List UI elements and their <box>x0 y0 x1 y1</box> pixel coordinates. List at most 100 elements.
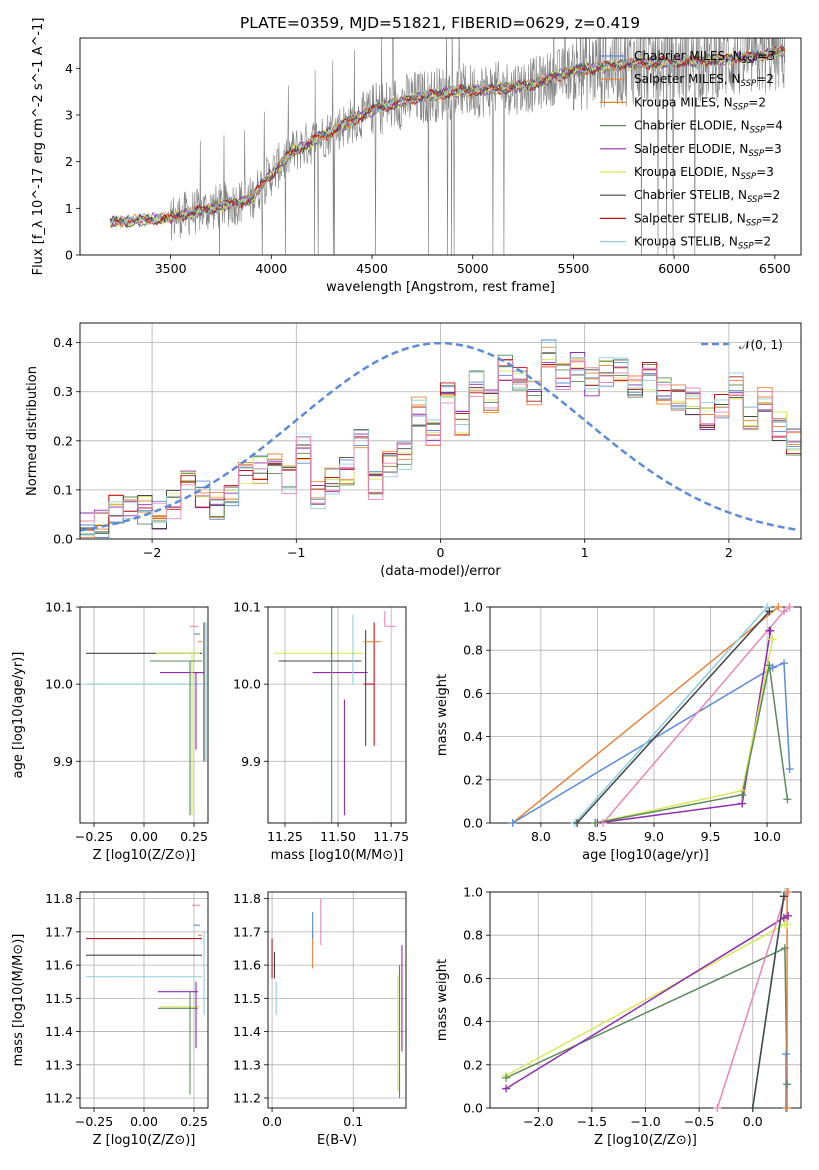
legend-label-chabrier_elodie: Chabrier ELODIE, NSSP=4 <box>634 119 783 136</box>
point-marker-chabrier_miles <box>508 819 517 827</box>
y-tick-label: 9.9 <box>241 754 261 769</box>
point-marker-chabrier_stelib <box>779 892 788 901</box>
cumulative-line-chabrier_stelib <box>576 610 770 823</box>
cumulative-line-chabrier_stelib <box>751 896 785 1108</box>
y-tick-label: 10.0 <box>233 677 261 692</box>
histogram-step-pink <box>80 359 801 522</box>
point-marker-salpeter_elodie <box>502 1084 511 1093</box>
axes-frame <box>489 606 802 824</box>
y-tick-label: 0.2 <box>463 1057 483 1072</box>
y-tick-label: 0.4 <box>463 729 483 744</box>
cumulative_weight_vs_Z-panel: −2.0 −1.5 −1.0 −0.5 0.0 0.0 0.2 0.4 0.6 0.8 1.0 Z [… <box>435 885 802 1148</box>
cumulative-line-chabrier_miles <box>512 662 791 823</box>
point-marker-salpeter_miles <box>783 1104 792 1112</box>
x-axis-label: age [log10(age/yr)] <box>582 848 709 863</box>
point-marker-chabrier_elodie <box>591 819 600 827</box>
x-tick-label: 0.00 <box>130 1114 158 1129</box>
y-tick-label: 0.0 <box>463 816 483 831</box>
residual_histogram-panel: −2 −1 0 1 2 0.0 0.1 0.2 0.3 0.4 (data-model)/error… <box>25 322 802 579</box>
x-tick-label: −1 <box>287 545 305 560</box>
point-marker-salpeter_elodie <box>738 799 747 808</box>
x-tick-label: 8.0 <box>531 829 551 844</box>
y-tick-label: 9.9 <box>53 754 73 769</box>
point-marker-chabrier_elodie <box>780 944 789 953</box>
y-tick-label: 0.2 <box>53 433 73 448</box>
axes-frame <box>267 606 407 824</box>
y-tick-label: 11.6 <box>45 958 73 973</box>
y-tick-label: 0.2 <box>463 772 483 787</box>
y-tick-label: 1 <box>65 201 73 216</box>
observed-spectrum <box>109 38 786 255</box>
x-tick-label: 5500 <box>558 261 590 276</box>
y-tick-label: 11.8 <box>233 891 261 906</box>
x-tick-label: −2.0 <box>523 1114 553 1129</box>
y-axis-label: Normed distribution <box>25 366 40 496</box>
y-tick-label: 2 <box>65 154 73 169</box>
x-tick-label: 4000 <box>255 261 287 276</box>
age_vs_mass-panel: 11.25 11.50 11.75 9.9 10.0 10.1 mass [log10(M/… <box>233 600 409 864</box>
y-tick-label: 0.1 <box>53 482 73 497</box>
y-tick-label: 0.4 <box>53 335 73 350</box>
y-tick-label: 4 <box>65 61 73 76</box>
y-tick-label: 0.0 <box>463 1101 483 1116</box>
legend-label-normal: 𝒩(0, 1) <box>739 338 783 352</box>
legend-label-salpeter_stelib: Salpeter STELIB, NSSP=2 <box>634 211 779 228</box>
y-tick-label: 0.4 <box>463 1014 483 1029</box>
cumulative_weight_vs_age-panel: 8.0 8.5 9.0 9.5 10.0 0.0 0.2 0.4 0.6 0.8 1.0 age [l… <box>435 600 802 863</box>
x-tick-label: 0 <box>437 545 445 560</box>
y-tick-label: 11.5 <box>45 991 73 1006</box>
y-tick-label: 0.8 <box>463 643 483 658</box>
x-axis-label: E(B-V) <box>317 1133 357 1148</box>
x-tick-label: −1.0 <box>630 1114 660 1129</box>
point-marker-chabrier_elodie <box>738 790 747 799</box>
x-tick-label: 3500 <box>155 261 187 276</box>
y-tick-label: 0 <box>65 248 73 263</box>
point-marker-chabrier_miles <box>781 1050 790 1058</box>
x-axis-label: wavelength [Angstrom, rest frame] <box>326 280 555 295</box>
x-axis-label: Z [log10(Z/Z⊙)] <box>93 1133 196 1148</box>
legend-label-salpeter_miles: Salpeter MILES, NSSP=2 <box>634 72 774 89</box>
cumulative-line-kroupa_stelib <box>574 607 768 823</box>
x-axis-label: Z [log10(Z/Z⊙)] <box>594 1133 697 1148</box>
y-axis-label: Flux [f_λ 10^-17 erg cm^-2 s^-1 A^-1] <box>31 18 46 276</box>
y-tick-label: 11.3 <box>233 1057 261 1072</box>
y-axis-label: mass weight <box>435 674 450 756</box>
point-marker-chabrier_elodie <box>765 661 774 670</box>
x-tick-label: 4500 <box>356 261 388 276</box>
mass_vs_ebv-panel: 0.0 0.1 11.2 11.3 11.4 11.5 11.6 11.7 11.8 E(B-V) <box>233 891 407 1148</box>
y-tick-label: 0.0 <box>53 532 73 547</box>
x-tick-label: −0.5 <box>684 1114 714 1129</box>
x-tick-label: 9.0 <box>644 829 664 844</box>
point-marker-salpeter_elodie <box>779 913 788 922</box>
point-marker-pink <box>785 603 794 611</box>
point-marker-kroupa_elodie <box>767 635 776 644</box>
y-axis-label: mass [log10(M/M⊙)] <box>11 934 26 1067</box>
y-tick-label: 11.8 <box>45 891 73 906</box>
x-tick-label: 0.25 <box>180 829 208 844</box>
y-tick-label: 11.7 <box>45 924 73 939</box>
y-tick-label: 0.6 <box>463 971 483 986</box>
point-marker-salpeter_miles <box>774 603 783 611</box>
point-marker-chabrier_elodie <box>783 1080 792 1089</box>
y-tick-label: 11.2 <box>233 1091 261 1106</box>
x-axis-label: mass [log10(M/M⊙)] <box>271 848 404 863</box>
axes-frame <box>267 891 407 1109</box>
axes-frame <box>79 37 802 256</box>
mass_vs_ebv-marks <box>271 898 403 1099</box>
mass_vs_Z-marks <box>86 904 205 1095</box>
y-tick-label: 11.3 <box>45 1057 73 1072</box>
age_vs_Z-marks <box>86 622 207 816</box>
y-tick-label: 10.1 <box>233 600 261 615</box>
y-axis-label: age [log10(age/yr)] <box>11 652 26 779</box>
y-tick-label: 11.4 <box>233 1024 261 1039</box>
y-tick-label: 0.8 <box>463 928 483 943</box>
y-tick-label: 1.0 <box>463 885 483 900</box>
x-tick-label: 6500 <box>759 261 791 276</box>
y-tick-label: 10.0 <box>45 677 73 692</box>
cumulative-line-chabrier_elodie <box>595 665 789 823</box>
x-tick-label: 11.75 <box>373 829 409 844</box>
age_vs_Z-panel: −0.25 0.00 0.25 9.9 10.0 10.1 Z [log10(Z/Z⊙)] a… <box>11 600 209 863</box>
point-marker-salpeter_miles <box>783 888 792 896</box>
x-tick-label: 9.5 <box>701 829 721 844</box>
